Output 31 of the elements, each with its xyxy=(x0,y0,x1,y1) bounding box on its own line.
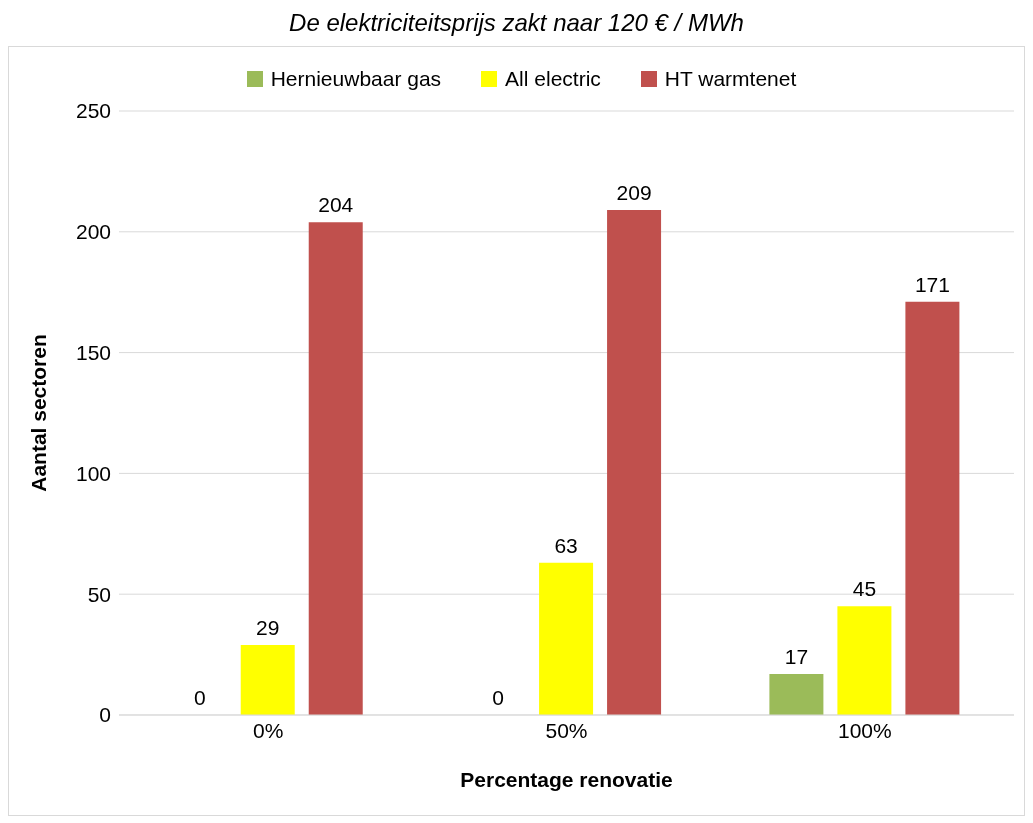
legend-label: HT warmtenet xyxy=(664,67,797,91)
data-label: 29 xyxy=(256,615,280,639)
x-axis-title: Percentage renovatie xyxy=(460,768,673,791)
y-tick-label: 150 xyxy=(75,341,111,365)
bar xyxy=(308,222,363,715)
legend-label: Hernieuwbaar gas xyxy=(270,67,442,91)
data-label: 171 xyxy=(914,272,950,296)
legend-label: All electric xyxy=(505,67,601,91)
data-label: 45 xyxy=(852,577,877,601)
y-tick-label: 0 xyxy=(99,703,111,727)
bar xyxy=(607,210,662,715)
y-tick-label: 200 xyxy=(75,220,111,244)
data-label: 209 xyxy=(616,181,652,205)
data-label: 63 xyxy=(554,533,578,557)
x-tick-label: 50% xyxy=(545,718,588,742)
data-label: 0 xyxy=(193,685,206,709)
data-label: 0 xyxy=(492,685,504,709)
x-tick-label: 100% xyxy=(837,718,892,742)
bar xyxy=(837,606,892,715)
data-label: 17 xyxy=(784,644,809,668)
bar xyxy=(539,562,594,715)
y-tick-label: 50 xyxy=(87,582,111,606)
bar xyxy=(905,301,960,715)
y-tick-label: 250 xyxy=(75,99,111,123)
y-tick-label: 100 xyxy=(75,461,111,485)
chart-title: De elektriciteitsprijs zakt naar 120 € / MWh xyxy=(288,8,745,38)
data-label: 204 xyxy=(318,193,354,217)
bar xyxy=(769,673,824,715)
x-tick-label: 0% xyxy=(252,718,284,742)
y-axis-title: Aantal sectoren xyxy=(27,334,51,492)
bar xyxy=(240,644,295,715)
